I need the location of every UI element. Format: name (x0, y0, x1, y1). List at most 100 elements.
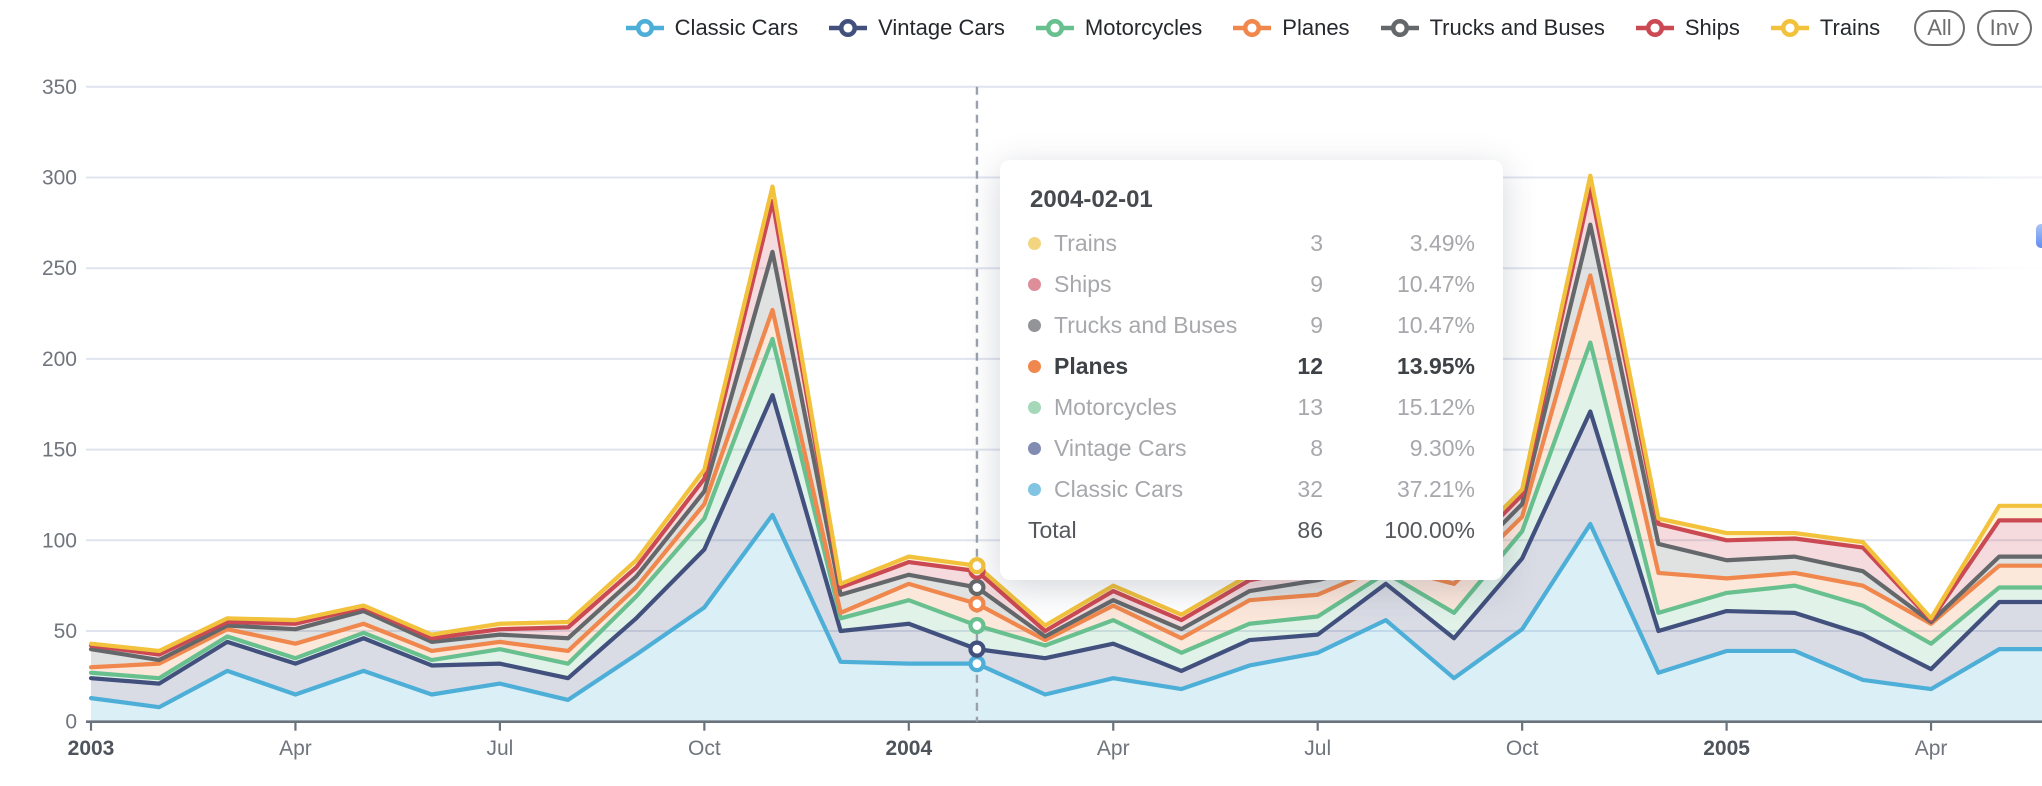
y-axis-labels: 0 50 100 150 200 250 300 350 (42, 76, 77, 734)
x-tick-label: Apr (279, 737, 312, 760)
hover-marker-planes (968, 595, 986, 613)
tooltip-total-value: 86 (1297, 517, 1323, 543)
y-tick-label: 300 (42, 167, 77, 190)
legend-item-vintage-cars[interactable]: Vintage Cars (828, 15, 1005, 41)
legend-line-circle-icon (1233, 19, 1272, 38)
legend-item-label: Ships (1684, 15, 1740, 41)
x-tick-label: Apr (1097, 737, 1130, 760)
tooltip-series-pct: 10.47% (1396, 312, 1475, 338)
legend-item-label: Classic Cars (674, 15, 799, 41)
legend-item-label: Trucks and Buses (1429, 15, 1605, 41)
hover-marker-trains (968, 557, 986, 575)
tooltip-row-ships: Ships 9 10.47% (1028, 264, 1475, 305)
legend-line-circle-icon (625, 19, 664, 38)
y-tick-label: 150 (42, 439, 77, 462)
hover-marker-motorcycles (968, 616, 986, 635)
legend-line-circle-icon (829, 19, 868, 38)
legend-line-circle-icon (1380, 19, 1419, 38)
tooltip-row-motorcycles: Motorcycles 13 15.12% (1028, 387, 1475, 428)
edge-button-sliver[interactable] (2036, 224, 2042, 248)
tooltip-row-classic-cars: Classic Cars 32 37.21% (1028, 469, 1475, 510)
hover-marker-vintage-cars (968, 640, 986, 658)
legend-line-circle-icon (1770, 19, 1809, 38)
tooltip-series-pct: 37.21% (1396, 476, 1475, 502)
line-trucks-and-buses (88, 222, 2042, 663)
tooltip-row-trucks-and-buses: Trucks and Buses 9 10.47% (1028, 305, 1475, 346)
tooltip-series-name: Motorcycles (1054, 394, 1177, 420)
area-band-vintage-cars (91, 395, 2042, 708)
series-color-dot (1028, 237, 1041, 250)
tooltip-row-trains: Trains 3 3.49% (1028, 223, 1475, 264)
series-color-dot (1028, 442, 1041, 455)
legend: Classic Cars Vintage Cars Motorcycles Plane… (625, 10, 2032, 47)
tooltip: 2004-02-01 Trains 3 3.49% Ships 9 10.47% Truck… (1000, 160, 1503, 580)
tooltip-series-pct: 13.95% (1396, 353, 1475, 379)
x-tick-label: Jul (486, 737, 513, 760)
tooltip-series-value: 32 (1297, 476, 1323, 502)
x-tick-label: 2005 (1703, 737, 1750, 760)
line-trains (88, 173, 2042, 654)
tooltip-series-value: 9 (1310, 312, 1323, 338)
legend-inv-button[interactable]: Inv (1976, 10, 2032, 47)
series-color-dot (1028, 278, 1041, 291)
tooltip-series-pct: 3.49% (1409, 230, 1475, 256)
legend-item-trains[interactable]: Trains (1770, 15, 1880, 41)
tooltip-series-value: 13 (1297, 394, 1323, 420)
line-motorcycles (88, 336, 2042, 681)
legend-line-circle-icon (1035, 19, 1074, 38)
tooltip-series-name: Trucks and Buses (1054, 312, 1238, 338)
legend-item-motorcycles[interactable]: Motorcycles (1035, 15, 1202, 41)
x-tick-label: Oct (688, 737, 721, 760)
legend-items: Classic Cars Vintage Cars Motorcycles Plane… (625, 15, 1880, 41)
legend-item-planes[interactable]: Planes (1232, 15, 1350, 41)
legend-item-label: Trains (1819, 15, 1881, 41)
tooltip-total-row: Total 86 100.00% (1028, 510, 1475, 551)
tooltip-date: 2004-02-01 (1030, 186, 1153, 213)
legend-buttons: All Inv (1914, 10, 2032, 47)
y-tick-label: 50 (54, 620, 77, 643)
tooltip-total-pct: 100.00% (1384, 517, 1475, 543)
legend-all-button[interactable]: All (1914, 10, 1965, 47)
tooltip-series-value: 9 (1310, 271, 1323, 297)
legend-item-label: Vintage Cars (878, 15, 1005, 41)
y-tick-label: 250 (42, 257, 77, 280)
legend-item-label: Planes (1282, 15, 1350, 41)
series-color-dot (1028, 360, 1041, 373)
x-axis: 2003 Apr Jul Oct 2004 Apr Jul Oct 2005 Apr (68, 720, 2042, 760)
series-color-dot (1028, 483, 1041, 496)
tooltip-total-label: Total (1028, 517, 1077, 543)
hover-marker-trucks-and-buses (968, 578, 986, 597)
x-tick-label: 2004 (885, 737, 932, 760)
line-planes (88, 273, 2042, 670)
line-vintage-cars (88, 393, 2042, 686)
tooltip-rows: Trains 3 3.49% Ships 9 10.47% Trucks and Buses… (1028, 223, 1475, 510)
y-tick-label: 350 (42, 76, 77, 99)
tooltip-row-vintage-cars: Vintage Cars 8 9.30% (1028, 428, 1475, 469)
legend-item-trucks-and-buses[interactable]: Trucks and Buses (1380, 15, 1605, 41)
legend-item-classic-cars[interactable]: Classic Cars (625, 15, 798, 41)
tooltip-series-name: Ships (1054, 271, 1112, 297)
y-tick-label: 0 (65, 711, 77, 734)
tooltip-series-value: 12 (1297, 353, 1323, 379)
legend-item-ships[interactable]: Ships (1635, 15, 1740, 41)
x-tick-label: 2003 (68, 737, 115, 760)
series-color-dot (1028, 401, 1041, 414)
tooltip-series-name: Planes (1054, 353, 1129, 379)
tooltip-row-planes: Planes 12 13.95% (1028, 346, 1475, 387)
tooltip-series-pct: 15.12% (1396, 394, 1475, 420)
x-tick-label: Jul (1304, 737, 1331, 760)
x-tick-label: Oct (1506, 737, 1539, 760)
tooltip-series-name: Classic Cars (1054, 476, 1184, 502)
x-tick-label: Apr (1915, 737, 1948, 760)
legend-item-label: Motorcycles (1084, 15, 1203, 41)
series-areas (91, 175, 2042, 722)
series-lines (88, 173, 2042, 710)
tooltip-series-value: 3 (1310, 230, 1323, 256)
line-ships (88, 186, 2042, 657)
area-band-classic-cars (91, 514, 2042, 722)
legend-line-circle-icon (1635, 19, 1674, 38)
y-tick-label: 100 (42, 529, 77, 552)
y-tick-label: 200 (42, 348, 77, 371)
